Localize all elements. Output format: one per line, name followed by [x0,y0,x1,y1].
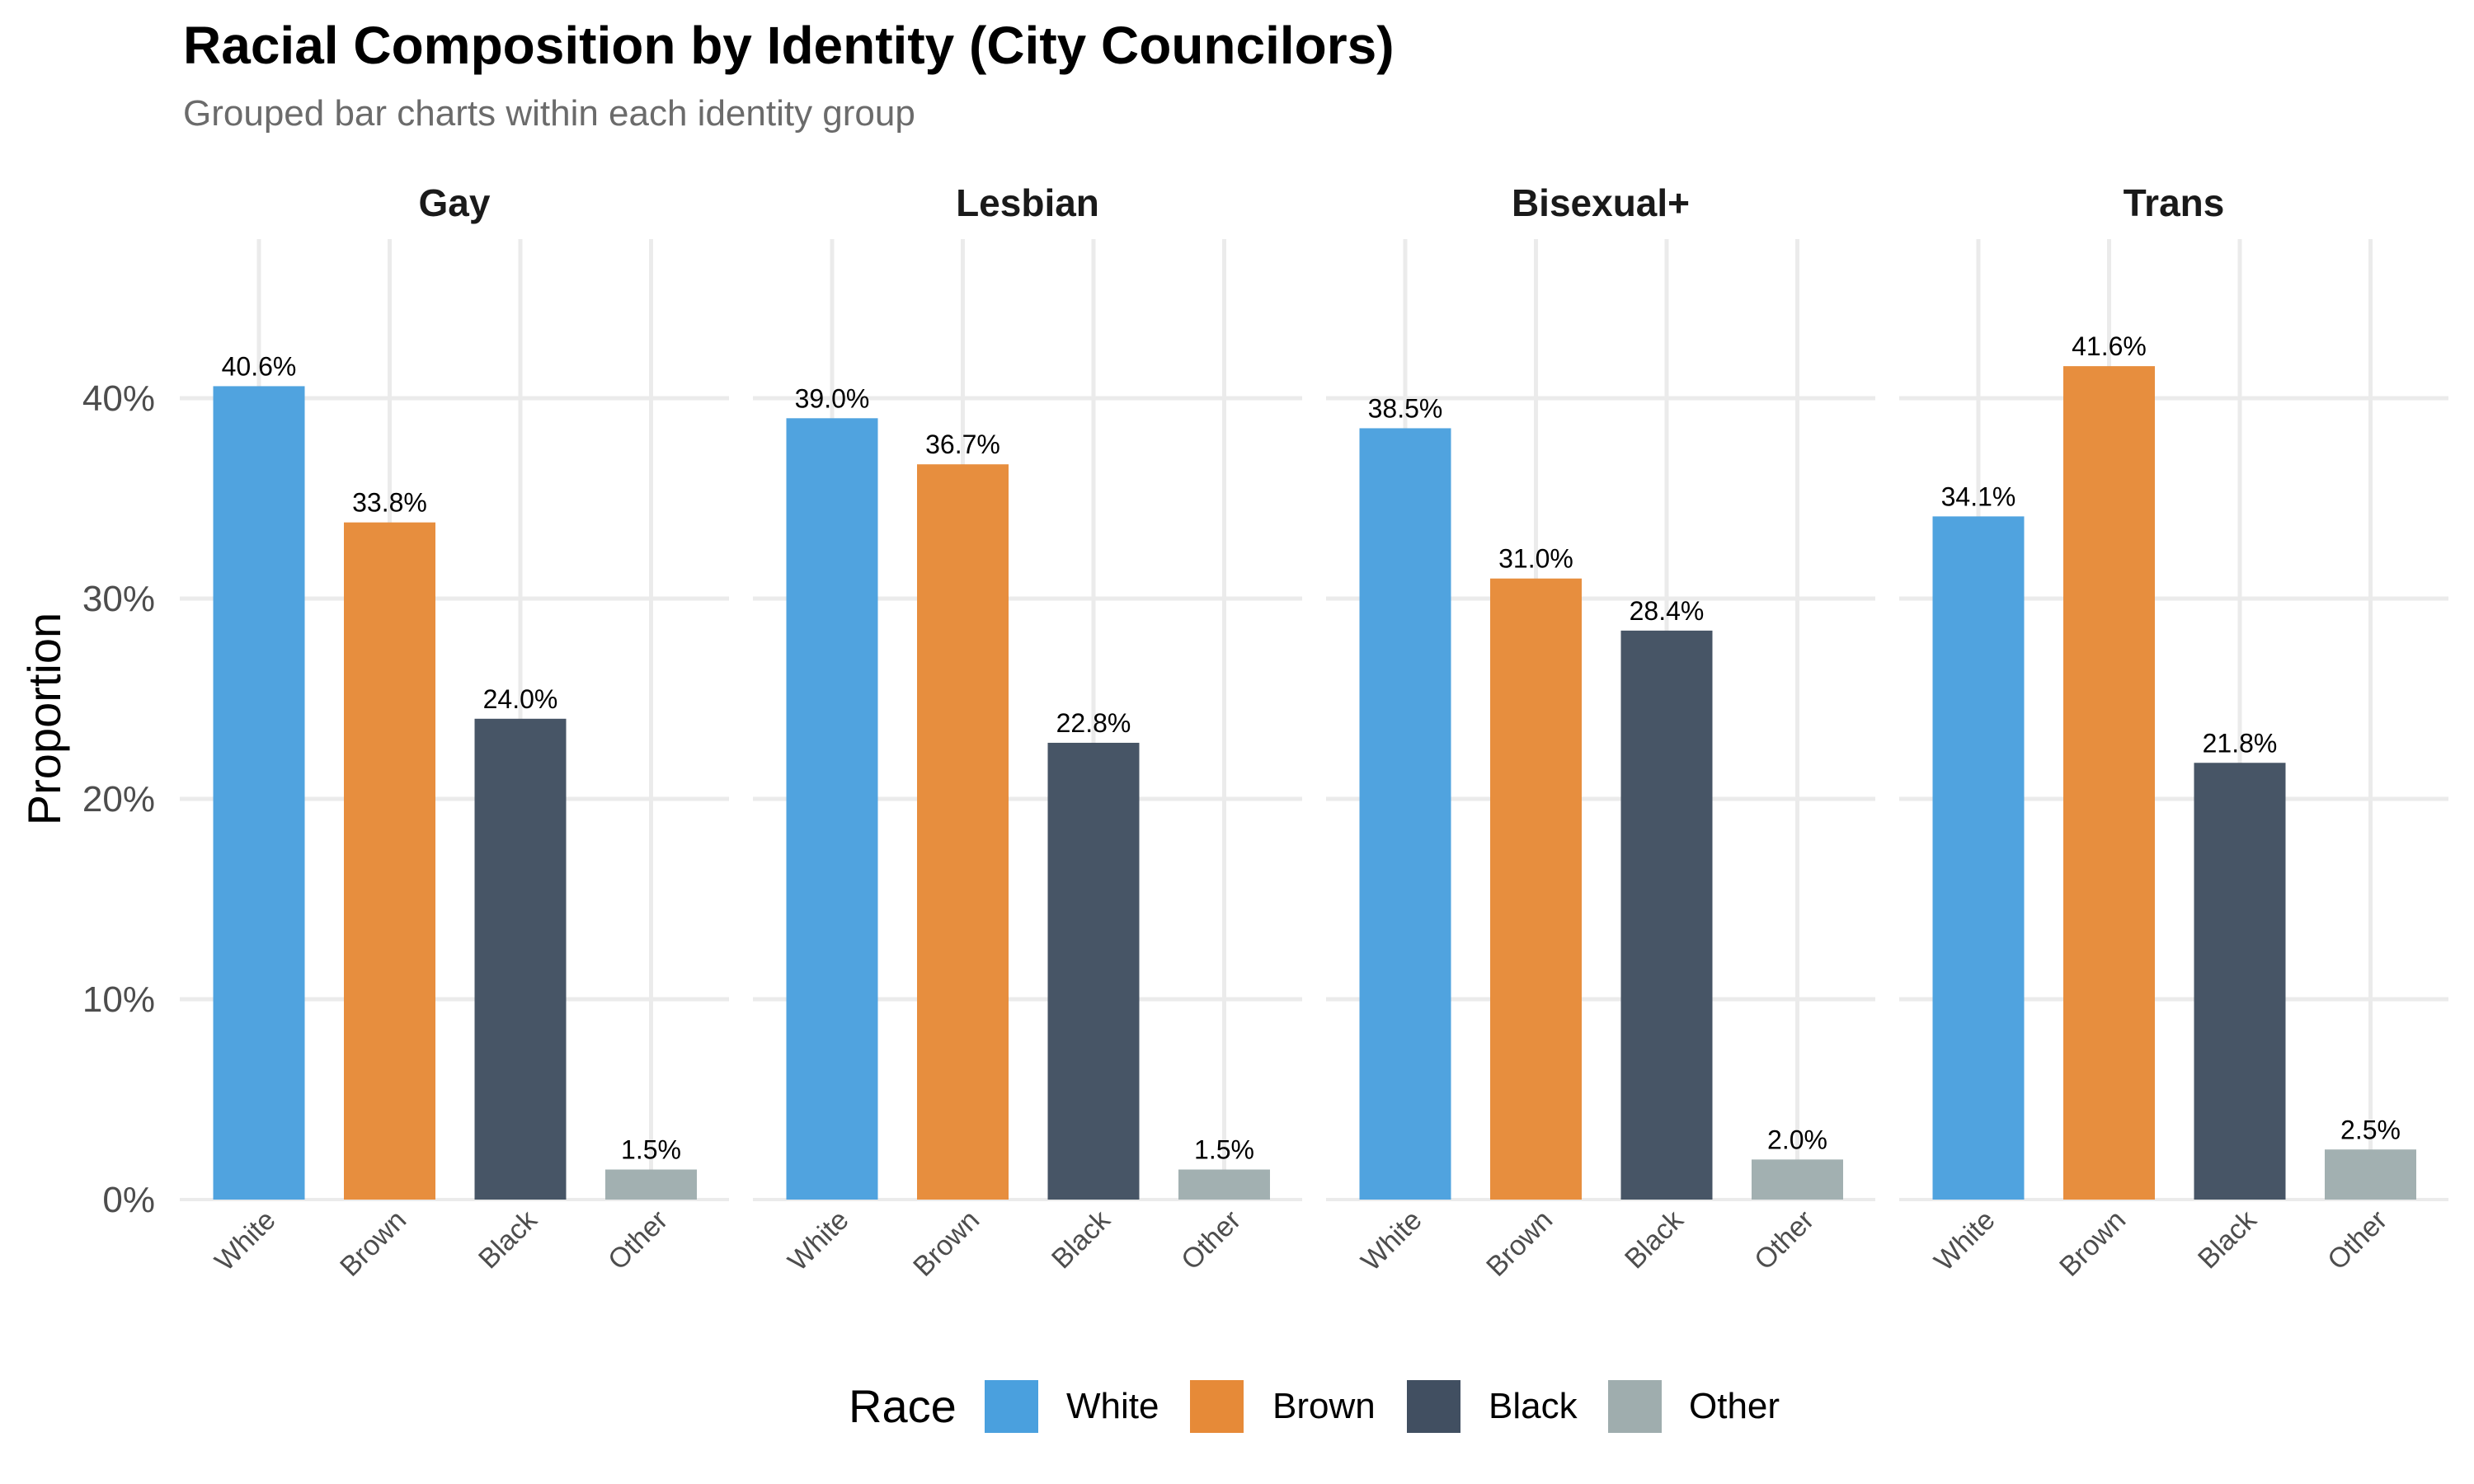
x-tick-label: White [1355,1205,1427,1277]
bar-black [474,718,567,1200]
bar-brown [917,464,1009,1200]
legend-label-other: Other [1689,1386,1780,1426]
bar-other [605,1169,697,1200]
bars [213,366,2416,1200]
data-label: 22.8% [1056,708,1131,738]
x-tick-label: Black [2192,1204,2263,1275]
x-tick-label: Other [1748,1205,1820,1276]
data-labels: 40.6% 33.8% 24.0% 1.5% 39.0% 36.7% 22.8% 1.5% 38… [222,331,2401,1164]
legend: Race White Brown Black Other [0,1380,2474,1433]
x-tick-label: White [782,1205,854,1277]
data-label: 38.5% [1368,393,1443,423]
chart-subtitle: Grouped bar charts within each identity … [183,93,915,134]
data-label: 33.8% [352,488,427,518]
legend-swatch-brown [1190,1380,1244,1433]
y-tick-label: 30% [82,579,155,619]
data-label: 41.6% [2072,331,2147,361]
data-label: 40.6% [222,351,297,381]
legend-swatch-black [1407,1380,1460,1433]
y-tick-label: 10% [82,979,155,1020]
facet-title: Gay [419,181,491,224]
legend-label-brown: Brown [1272,1386,1376,1426]
bar-black [1047,742,1140,1200]
bar-white [1932,516,2025,1200]
data-label: 39.0% [795,383,870,413]
y-tick-label: 40% [82,378,155,419]
bar-white [1359,428,1451,1200]
x-tick-label: Brown [907,1205,985,1283]
bar-brown [1490,578,1582,1200]
data-label: 2.0% [1767,1125,1827,1154]
bar-white [786,418,878,1200]
data-label: 2.5% [2340,1115,2401,1144]
x-tick-label: Black [473,1204,543,1275]
legend-title: Race [849,1380,957,1432]
data-label: 21.8% [2203,728,2278,758]
x-tick-label: Brown [1480,1205,1559,1283]
data-label: 1.5% [621,1135,681,1165]
plot-area: 40.6% 33.8% 24.0% 1.5% 39.0% 36.7% 22.8% 1.5% 38… [18,181,2448,1283]
bar-brown [2063,366,2155,1200]
x-tick-label: White [1928,1205,2001,1277]
bar-white [213,386,305,1200]
legend-swatch-white [985,1380,1038,1433]
x-tick-label: Other [2321,1205,2393,1276]
x-tick-label: Other [1175,1205,1247,1276]
bar-black [2194,763,2286,1200]
bar-other [2325,1149,2416,1200]
chart-title: Racial Composition by Identity (City Cou… [183,16,1395,75]
x-tick-label: Black [1619,1204,1690,1275]
data-label: 34.1% [1941,481,2016,511]
x-tick-label: Other [602,1205,674,1276]
facet-title: Trans [2124,181,2225,224]
facet-title: Bisexual+ [1512,181,1690,224]
bar-brown [344,522,435,1200]
bar-other [1752,1159,1843,1200]
data-label: 1.5% [1194,1135,1254,1165]
y-tick-label: 0% [102,1180,155,1220]
data-label: 31.0% [1498,544,1573,574]
bar-other [1178,1169,1270,1200]
x-tick-label: White [209,1205,281,1277]
x-tick-label: Brown [334,1205,412,1283]
data-label: 24.0% [483,684,558,714]
data-label: 36.7% [925,430,1000,459]
legend-swatch-other [1608,1380,1662,1433]
x-tick-label: Black [1046,1204,1117,1275]
data-label: 28.4% [1630,596,1705,626]
legend-label-black: Black [1489,1386,1578,1426]
legend-label-white: White [1066,1386,1159,1426]
x-tick-label: Brown [2053,1205,2132,1283]
bar-black [1620,630,1713,1200]
facet-title: Lesbian [956,181,1099,224]
y-tick-label: 20% [82,779,155,819]
y-axis-title: Proportion [18,613,70,825]
